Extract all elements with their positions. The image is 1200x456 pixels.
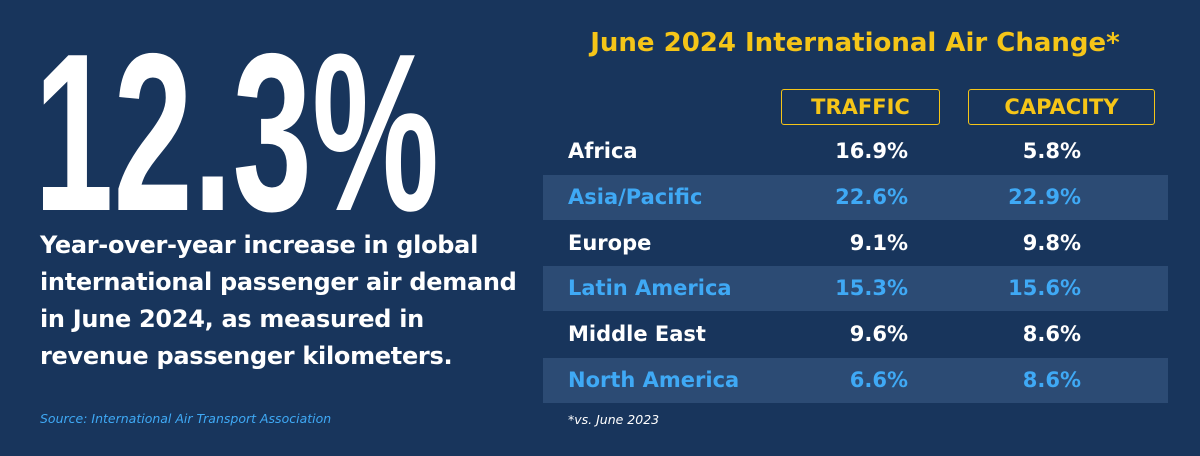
column-header: CAPACITY bbox=[968, 89, 1155, 125]
region: Europe bbox=[568, 230, 652, 255]
table-row: North America 6.6% 8.6% bbox=[543, 358, 1168, 403]
region: Latin America bbox=[568, 276, 732, 301]
table-title: June 2024 International Air Change* bbox=[590, 28, 1120, 58]
region: North America bbox=[568, 368, 740, 392]
traffic-value: 9.6% bbox=[849, 322, 908, 347]
capacity-value: 15.6% bbox=[1008, 276, 1081, 301]
description-line: Year-over-year increase in global bbox=[40, 231, 478, 259]
table-row: Asia/Pacific 22.6% 22.9% bbox=[543, 174, 1168, 220]
capacity-value: 22.9% bbox=[1008, 184, 1081, 209]
capacity-value: 5.8% bbox=[1022, 139, 1081, 163]
description-line: in June 2024, as measured in bbox=[40, 305, 424, 333]
traffic-value: 9.1% bbox=[849, 230, 908, 255]
region: Asia/Pacific bbox=[568, 184, 703, 209]
table-row: Latin America 15.3% 15.6% bbox=[543, 266, 1168, 312]
description-line: international passenger air demand bbox=[40, 268, 517, 296]
table-row: Europe 9.1% 9.8% bbox=[543, 221, 1168, 266]
region: Middle East bbox=[568, 322, 706, 347]
traffic-value: 16.9% bbox=[835, 139, 908, 163]
footnote: *vs. June 2023 bbox=[568, 412, 660, 427]
capacity-value: 8.6% bbox=[1022, 368, 1081, 392]
traffic-value: 22.6% bbox=[835, 184, 908, 209]
headline-svg: 12.3% bbox=[34, 30, 439, 225]
headline-value: 12.3% bbox=[34, 30, 439, 225]
region: Africa bbox=[568, 139, 638, 163]
capacity-value: 8.6% bbox=[1022, 322, 1081, 347]
description-line: revenue passenger kilometers. bbox=[40, 342, 453, 370]
source: Source: International Air Transport Asso… bbox=[40, 411, 332, 426]
traffic-value: 6.6% bbox=[849, 368, 908, 392]
table-row: Middle East 9.6% 8.6% bbox=[543, 312, 1168, 357]
capacity-value: 9.8% bbox=[1022, 230, 1081, 255]
traffic-value: 15.3% bbox=[835, 276, 908, 301]
table-row: Africa 16.9% 5.8% bbox=[543, 129, 1168, 174]
column-header: TRAFFIC bbox=[781, 89, 940, 125]
